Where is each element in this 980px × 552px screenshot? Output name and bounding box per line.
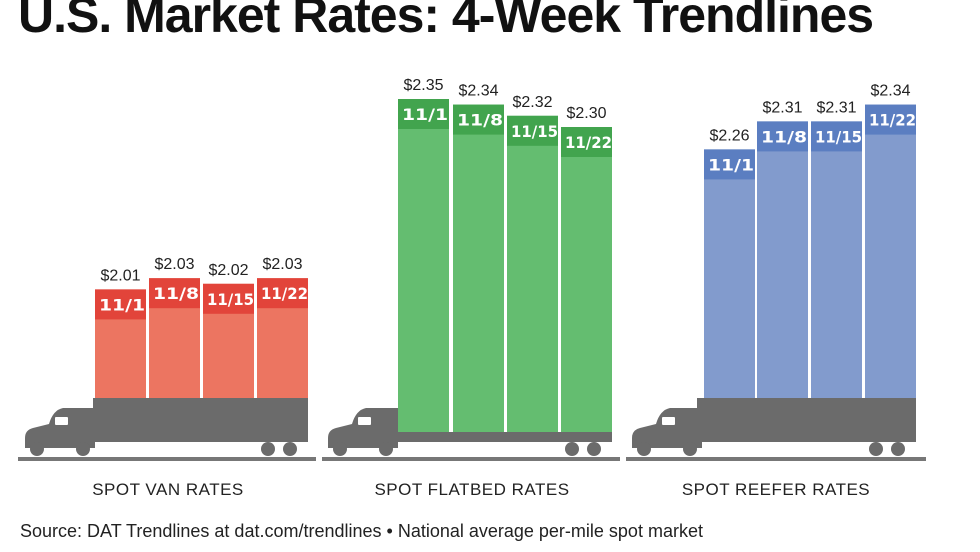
bar-date-band bbox=[257, 278, 308, 309]
bar-value-label: $2.26 bbox=[709, 127, 749, 144]
category-label-reefer: SPOT REEFER RATES bbox=[681, 480, 871, 499]
bar-value-label: $2.30 bbox=[566, 105, 606, 122]
truck-icon bbox=[632, 398, 916, 456]
category-label-flatbed: SPOT FLATBED RATES bbox=[374, 480, 570, 499]
wheel bbox=[565, 442, 579, 456]
bar bbox=[757, 121, 808, 401]
wheel bbox=[283, 442, 297, 456]
bar-value-label: $2.32 bbox=[512, 94, 552, 111]
wheel bbox=[683, 442, 697, 456]
source-note: Source: DAT Trendlines at dat.com/trendl… bbox=[20, 521, 703, 541]
bar-date-band bbox=[203, 283, 254, 314]
bar-value-label: $2.31 bbox=[762, 99, 802, 116]
chart-title: U.S. Market Rates: 4-Week Trendlines bbox=[18, 0, 874, 43]
trailer bbox=[697, 398, 916, 442]
bar-value-label: $2.35 bbox=[403, 77, 443, 94]
bar-date-band bbox=[95, 289, 146, 320]
panel-spot-reefer-rates: 11/1 $2.26 11/8 $2.31 11/15 $2.31 11/22 $2.34 bbox=[626, 83, 926, 461]
bar-date-band bbox=[561, 127, 612, 157]
cab-window bbox=[662, 417, 675, 425]
wheel bbox=[379, 442, 393, 456]
cab bbox=[328, 408, 398, 448]
panel-spot-flatbed-rates: 11/1 $2.35 11/8 $2.34 11/15 $2.32 11/22 $2.30 bbox=[322, 77, 620, 461]
bar bbox=[561, 127, 612, 434]
truck-icon bbox=[25, 398, 308, 456]
bar-value-label: $2.34 bbox=[458, 83, 498, 100]
bar-date-label: 11/1 bbox=[402, 105, 448, 124]
wheel bbox=[261, 442, 275, 456]
bar-date-band bbox=[811, 121, 862, 152]
bar-date-label: 11/22 bbox=[565, 133, 612, 152]
truck-icon bbox=[328, 408, 612, 456]
bar-date-label: 11/8 bbox=[761, 127, 807, 146]
bar-date-label: 11/8 bbox=[153, 284, 199, 303]
bar-date-label: 11/15 bbox=[511, 122, 558, 141]
wheel bbox=[30, 442, 44, 456]
cab-window bbox=[55, 417, 68, 425]
trailer bbox=[93, 398, 308, 442]
wheel bbox=[76, 442, 90, 456]
bar-date-band bbox=[757, 121, 808, 152]
cab bbox=[632, 408, 702, 448]
road-line bbox=[626, 457, 926, 461]
wheel bbox=[587, 442, 601, 456]
bar-date-label: 11/22 bbox=[869, 111, 916, 130]
bar-date-label: 11/1 bbox=[708, 155, 754, 174]
wheel bbox=[333, 442, 347, 456]
bar-date-band bbox=[398, 99, 449, 129]
bar-value-label: $2.02 bbox=[208, 262, 248, 279]
bar-date-label: 11/15 bbox=[207, 290, 254, 309]
category-label-van: SPOT VAN RATES bbox=[92, 480, 244, 499]
bar-date-band bbox=[704, 149, 755, 180]
bar-value-label: $2.31 bbox=[816, 99, 856, 116]
bar-date-band bbox=[453, 104, 504, 135]
wheel bbox=[637, 442, 651, 456]
bar-date-band bbox=[149, 278, 200, 309]
bar-date-label: 11/1 bbox=[99, 295, 145, 314]
panel-spot-van-rates: 11/1 $2.01 11/8 $2.03 11/15 $2.02 11/22 $2.03 bbox=[18, 256, 316, 461]
bar-value-label: $2.34 bbox=[870, 83, 910, 100]
cab-window bbox=[358, 417, 371, 425]
bar-value-label: $2.03 bbox=[262, 256, 302, 273]
bar-date-label: 11/8 bbox=[457, 111, 503, 130]
bar-date-band bbox=[507, 115, 558, 146]
bar-date-label: 11/15 bbox=[815, 127, 862, 146]
bar-date-label: 11/22 bbox=[261, 284, 308, 303]
wheel bbox=[869, 442, 883, 456]
bar-value-label: $2.01 bbox=[100, 267, 140, 284]
bar bbox=[704, 149, 755, 400]
flatbed-deck bbox=[396, 432, 612, 442]
road-line bbox=[18, 457, 316, 461]
bar bbox=[398, 99, 449, 434]
bar-value-label: $2.03 bbox=[154, 256, 194, 273]
bar-date-band bbox=[865, 104, 916, 135]
bar bbox=[453, 104, 504, 434]
bar bbox=[811, 121, 862, 401]
bar bbox=[507, 115, 558, 435]
wheel bbox=[891, 442, 905, 456]
road-line bbox=[322, 457, 620, 461]
cab bbox=[25, 408, 95, 448]
bar bbox=[865, 104, 916, 400]
